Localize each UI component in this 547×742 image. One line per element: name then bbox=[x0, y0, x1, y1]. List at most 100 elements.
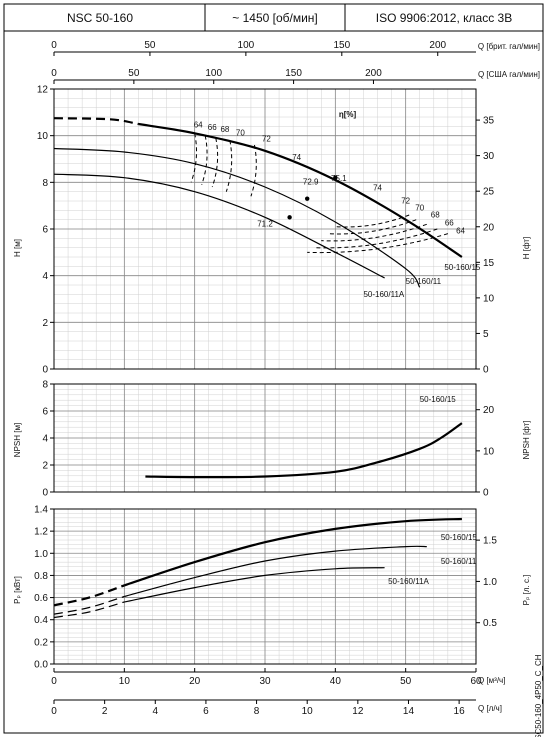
efficiency-value-label: 68 bbox=[220, 125, 229, 134]
y-tick-label-right: 10 bbox=[483, 293, 495, 304]
y-tick-label: 0.2 bbox=[34, 637, 48, 648]
q-m3h-tick-label: 10 bbox=[119, 676, 131, 687]
y-tick-label: 12 bbox=[37, 85, 49, 96]
q-brit-tick-label: 50 bbox=[144, 40, 156, 51]
y-tick-label: 10 bbox=[37, 131, 49, 142]
efficiency-value-label: 64 bbox=[194, 121, 203, 130]
efficiency-value-label: 74 bbox=[292, 153, 301, 162]
bep-point bbox=[305, 196, 310, 201]
y-tick-label: 1.0 bbox=[34, 549, 48, 560]
y-tick-label-right: 5 bbox=[483, 329, 489, 340]
q-us-tick-label: 50 bbox=[128, 68, 140, 79]
q-ls-tick-label: 14 bbox=[403, 706, 415, 717]
y-tick-label: 0 bbox=[42, 488, 48, 499]
head-curve-label: 50-160/11A bbox=[363, 290, 404, 299]
power-ylabel: Pₚ [кВт] bbox=[13, 576, 22, 604]
y-tick-label: 1.2 bbox=[34, 527, 48, 538]
y-tick-label-right: 0 bbox=[483, 365, 489, 376]
npsh-curve bbox=[145, 422, 463, 479]
head-curve-dashed bbox=[53, 117, 139, 126]
y-tick-label: 0.8 bbox=[34, 571, 48, 582]
power-ylabel-right: Pₚ [л. с.] bbox=[522, 575, 531, 606]
q-ls-tick-label: 2 bbox=[102, 706, 108, 717]
q-brit-tick-label: 150 bbox=[333, 40, 350, 51]
y-tick-label: 4 bbox=[42, 271, 48, 282]
q-ls-tick-label: 8 bbox=[254, 706, 260, 717]
y-tick-label-right: 20 bbox=[483, 405, 495, 416]
efficiency-value-label: 72.9 bbox=[303, 178, 319, 187]
q-ls-tick-label: 10 bbox=[302, 706, 314, 717]
q-m3h-tick-label: 50 bbox=[400, 676, 412, 687]
efficiency-value-label: 70 bbox=[415, 203, 424, 212]
q-m3h-tick-label: 20 bbox=[189, 676, 201, 687]
head-curve-label: 50-160/15 bbox=[444, 263, 481, 272]
bottom-axes: Q [м³/ч] Q [л/ч] 0 10 20 30 40 50 60 0 2 4 6 8 10 12 1… bbox=[51, 668, 505, 717]
power-curve-label: 50-160/11 bbox=[441, 557, 477, 566]
power-curve-label: 50-160/15 bbox=[441, 533, 478, 542]
efficiency-value-label: 68 bbox=[431, 210, 440, 219]
q-ls-axis-label: Q [л/ч] bbox=[478, 704, 502, 713]
efficiency-value-label: 66 bbox=[445, 219, 454, 228]
power-curve-label: 50-160/11A bbox=[388, 577, 429, 586]
y-tick-label-right: 15 bbox=[483, 258, 495, 269]
efficiency-isoline bbox=[314, 228, 438, 249]
plot-frame bbox=[53, 508, 477, 665]
plot-frame bbox=[53, 88, 477, 370]
bep-point bbox=[287, 215, 292, 220]
plot-frame bbox=[53, 383, 477, 493]
efficiency-label: η[%] bbox=[339, 110, 357, 119]
drawing-code: NSC50-160_4P50_C_CH bbox=[534, 654, 543, 737]
q-ls-tick-label: 6 bbox=[203, 706, 209, 717]
q-brit-tick-label: 200 bbox=[429, 40, 446, 51]
y-tick-label: 0 bbox=[42, 365, 48, 376]
y-tick-label: 0.4 bbox=[34, 615, 48, 626]
power-curve bbox=[124, 567, 385, 603]
q-us-tick-label: 0 bbox=[51, 68, 57, 79]
q-us-tick-label: 150 bbox=[285, 68, 302, 79]
efficiency-isoline bbox=[201, 135, 208, 185]
npsh-ylabel: NPSH [м] bbox=[13, 423, 22, 457]
top-axes: Q [брит. гал/мин] Q [США гал/мин] 0 50 100… bbox=[51, 40, 540, 84]
head-panel: 0246810120510152025303550-160/1550-160/1… bbox=[37, 85, 495, 376]
q-m3h-tick-label: 30 bbox=[259, 676, 271, 687]
efficiency-isoline bbox=[225, 140, 233, 192]
q-us-tick-label: 100 bbox=[205, 68, 222, 79]
npsh-ylabel-right: NPSH [фт] bbox=[522, 421, 531, 460]
q-brit-tick-label: 0 bbox=[51, 40, 57, 51]
y-tick-label: 4 bbox=[42, 434, 48, 445]
q-brit-axis-label: Q [брит. гал/мин] bbox=[478, 42, 540, 51]
power-curve-dashed bbox=[53, 595, 125, 615]
q-ls-tick-label: 4 bbox=[152, 706, 158, 717]
power-panel: 0.0 0.2 0.4 0.6 0.8 1.0 1.2 1.4 0.5 1.0 1.5 50-160/… bbox=[34, 505, 497, 671]
y-tick-label: 0.6 bbox=[34, 593, 48, 604]
q-m3h-tick-label: 0 bbox=[51, 676, 57, 687]
efficiency-isoline bbox=[328, 219, 417, 235]
y-tick-label: 0.0 bbox=[34, 660, 48, 671]
efficiency-isoline bbox=[190, 133, 198, 183]
header-bar: NSC 50-160 ~ 1450 [об/мин] ISO 9906:2012… bbox=[3, 3, 544, 32]
y-tick-label: 6 bbox=[42, 225, 48, 236]
npsh-panel: 0 2 4 6 8 0 10 20 50-160/15 bbox=[42, 380, 494, 499]
q-ls-tick-label: 0 bbox=[51, 706, 57, 717]
efficiency-value-label: 75.1 bbox=[331, 174, 347, 183]
efficiency-value-label: 74 bbox=[373, 184, 382, 193]
y-tick-label-right: 0.5 bbox=[483, 618, 497, 629]
q-us-axis-label: Q [США гал/мин] bbox=[478, 70, 540, 79]
head-curve bbox=[138, 122, 463, 258]
y-tick-label-right: 10 bbox=[483, 446, 495, 457]
head-ylabel: H [м] bbox=[13, 239, 22, 257]
y-tick-label-right: 25 bbox=[483, 187, 495, 198]
npsh-curve-label: 50-160/15 bbox=[420, 395, 457, 404]
efficiency-value-label: 64 bbox=[456, 227, 465, 236]
efficiency-isoline bbox=[307, 233, 449, 254]
head-curve-label: 50-160/11 bbox=[406, 277, 442, 286]
y-tick-label-right: 35 bbox=[483, 116, 495, 127]
model-title: NSC 50-160 bbox=[67, 11, 133, 25]
efficiency-value-label: 71.2 bbox=[257, 220, 273, 229]
y-tick-label-right: 1.5 bbox=[483, 536, 497, 547]
q-m3h-tick-label: 60 bbox=[470, 676, 482, 687]
efficiency-value-label: 72 bbox=[262, 135, 271, 144]
speed-label: ~ 1450 [об/мин] bbox=[232, 11, 318, 25]
y-tick-label: 8 bbox=[42, 178, 48, 189]
